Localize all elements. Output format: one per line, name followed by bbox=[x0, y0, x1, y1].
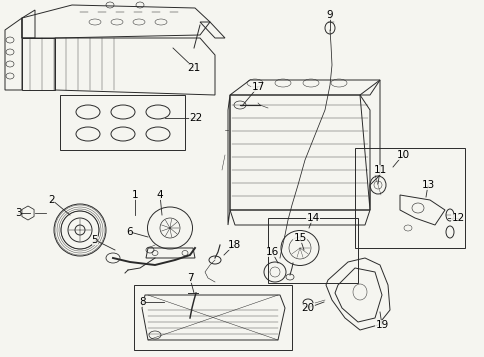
Text: 17: 17 bbox=[251, 82, 264, 92]
Text: 13: 13 bbox=[421, 180, 434, 190]
Text: 15: 15 bbox=[293, 233, 306, 243]
Text: 9: 9 bbox=[326, 10, 333, 20]
Text: 3: 3 bbox=[15, 208, 21, 218]
Text: 20: 20 bbox=[301, 303, 314, 313]
Text: 8: 8 bbox=[139, 297, 146, 307]
Text: 2: 2 bbox=[48, 195, 55, 205]
Text: 16: 16 bbox=[265, 247, 278, 257]
Text: 21: 21 bbox=[187, 63, 200, 73]
Bar bbox=[134, 285, 291, 350]
Text: 11: 11 bbox=[373, 165, 386, 175]
Bar bbox=[268, 218, 357, 283]
Bar bbox=[60, 95, 184, 150]
Bar bbox=[354, 148, 464, 248]
Text: 14: 14 bbox=[306, 213, 319, 223]
Text: 5: 5 bbox=[91, 235, 98, 245]
Text: 18: 18 bbox=[227, 240, 240, 250]
Text: 1: 1 bbox=[132, 190, 138, 200]
Text: 19: 19 bbox=[375, 320, 388, 330]
Text: 12: 12 bbox=[451, 213, 464, 223]
Text: 10: 10 bbox=[395, 150, 408, 160]
Text: 22: 22 bbox=[189, 113, 202, 123]
Text: 7: 7 bbox=[186, 273, 193, 283]
Text: 6: 6 bbox=[126, 227, 133, 237]
Text: 4: 4 bbox=[156, 190, 163, 200]
